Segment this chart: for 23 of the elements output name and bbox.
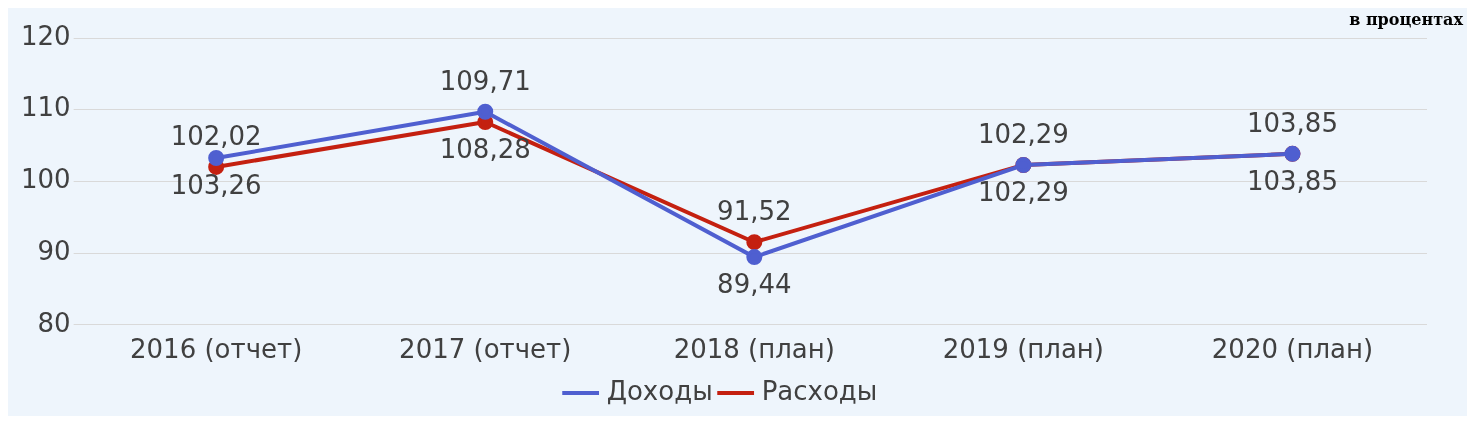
data-label: 103,26 xyxy=(170,169,262,200)
data-label: 103,85 xyxy=(1246,107,1338,138)
data-label: 109,71 xyxy=(439,65,531,96)
x-tick-label: 2016 (отчет) xyxy=(130,334,303,365)
text: в процентах xyxy=(1349,10,1463,29)
y-tick-label: 120 xyxy=(20,20,71,51)
y-tick-label: 80 xyxy=(37,307,71,338)
y-tick-label: 90 xyxy=(37,235,71,266)
x-tick-label: 2020 (план) xyxy=(1211,334,1374,365)
data-label: 89,44 xyxy=(717,268,792,299)
data-label: 103,85 xyxy=(1246,165,1338,196)
y-tick-label: 110 xyxy=(20,92,71,123)
x-tick-label: 2019 (план) xyxy=(942,334,1105,365)
x-tick-label: 2017 (отчет) xyxy=(399,334,572,365)
data-label: 91,52 xyxy=(717,195,792,226)
y-tick-label: 100 xyxy=(20,164,71,195)
data-label: 102,02 xyxy=(170,120,262,151)
legend-label: Расходы xyxy=(761,375,878,406)
x-tick-label: 2018 (план) xyxy=(673,334,835,365)
data-label: 108,28 xyxy=(439,133,531,164)
data-label: 102,29 xyxy=(977,118,1069,149)
legend-label: Доходы xyxy=(606,375,713,406)
data-label: 102,29 xyxy=(977,176,1069,207)
